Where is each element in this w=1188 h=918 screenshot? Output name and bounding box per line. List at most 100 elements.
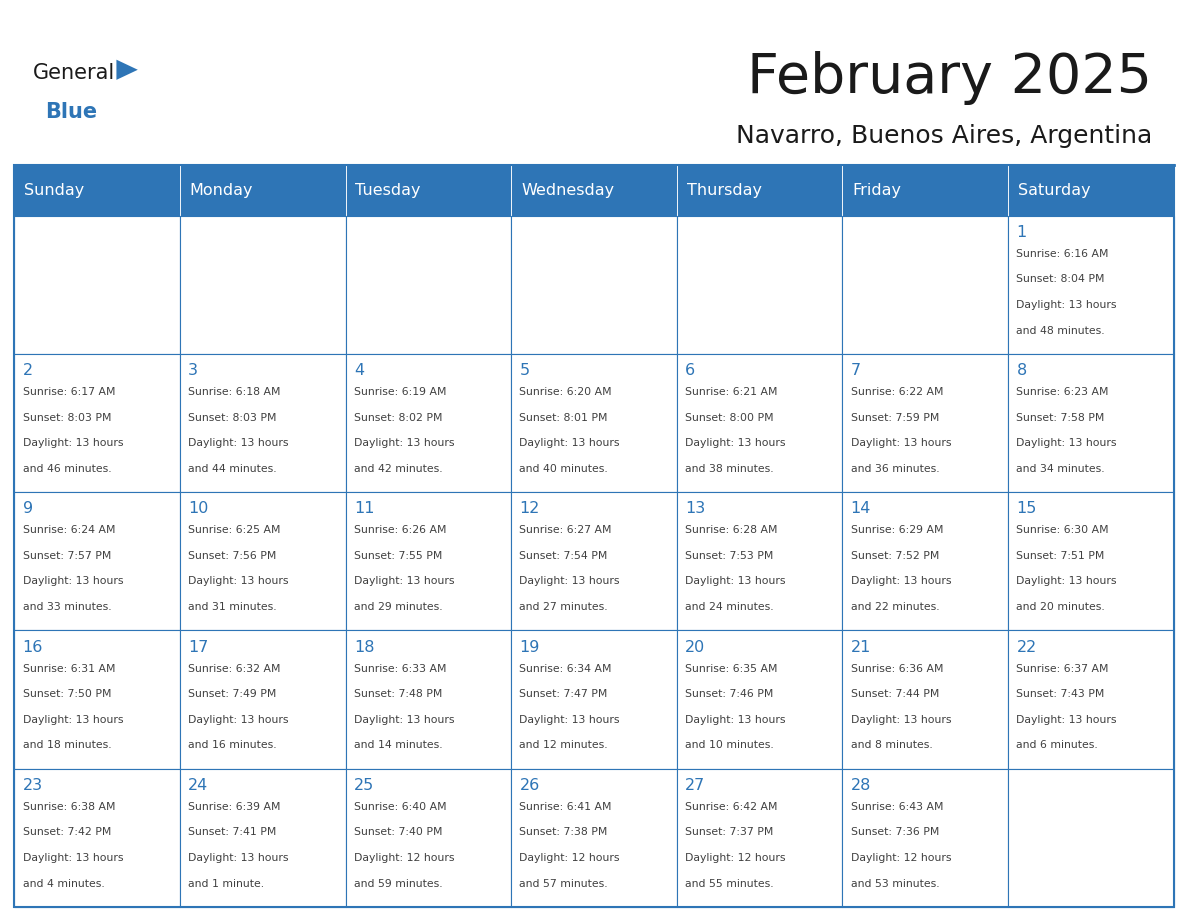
Text: Friday: Friday [853, 183, 902, 198]
Text: February 2025: February 2025 [747, 51, 1152, 105]
Bar [511, 165, 677, 216]
Bar [677, 354, 842, 492]
Text: and 48 minutes.: and 48 minutes. [1017, 326, 1105, 335]
Text: Daylight: 13 hours: Daylight: 13 hours [188, 853, 289, 863]
Text: Daylight: 13 hours: Daylight: 13 hours [1017, 715, 1117, 724]
Text: 16: 16 [23, 640, 43, 655]
Text: Sunset: 7:56 PM: Sunset: 7:56 PM [188, 551, 277, 561]
Text: Sunrise: 6:43 AM: Sunrise: 6:43 AM [851, 801, 943, 812]
Text: 18: 18 [354, 640, 374, 655]
Bar [14, 165, 1174, 907]
Text: 4: 4 [354, 364, 364, 378]
Text: Sunset: 7:57 PM: Sunset: 7:57 PM [23, 551, 110, 561]
Text: Sunset: 8:03 PM: Sunset: 8:03 PM [188, 412, 277, 422]
Text: and 8 minutes.: and 8 minutes. [851, 740, 933, 750]
Text: 26: 26 [519, 778, 539, 793]
Text: Sunrise: 6:33 AM: Sunrise: 6:33 AM [354, 664, 447, 674]
Text: Daylight: 13 hours: Daylight: 13 hours [519, 715, 620, 724]
Text: Saturday: Saturday [1018, 183, 1091, 198]
Text: Sunrise: 6:27 AM: Sunrise: 6:27 AM [519, 525, 612, 535]
Text: Sunrise: 6:16 AM: Sunrise: 6:16 AM [1017, 249, 1108, 259]
Text: and 6 minutes.: and 6 minutes. [1017, 740, 1098, 750]
Text: Sunset: 8:01 PM: Sunset: 8:01 PM [519, 412, 608, 422]
Text: Sunrise: 6:18 AM: Sunrise: 6:18 AM [188, 387, 280, 397]
Text: and 38 minutes.: and 38 minutes. [685, 464, 773, 474]
Text: Sunset: 7:50 PM: Sunset: 7:50 PM [23, 689, 110, 700]
Bar [842, 768, 1009, 907]
Text: Daylight: 13 hours: Daylight: 13 hours [1017, 300, 1117, 310]
Text: and 40 minutes.: and 40 minutes. [519, 464, 608, 474]
Text: 13: 13 [685, 501, 706, 517]
Text: Sunrise: 6:32 AM: Sunrise: 6:32 AM [188, 664, 280, 674]
Text: Sunrise: 6:34 AM: Sunrise: 6:34 AM [519, 664, 612, 674]
Text: Daylight: 13 hours: Daylight: 13 hours [519, 577, 620, 587]
Text: Sunrise: 6:37 AM: Sunrise: 6:37 AM [1017, 664, 1108, 674]
Bar [179, 354, 346, 492]
Bar [179, 216, 346, 354]
Bar [511, 216, 677, 354]
Text: Daylight: 13 hours: Daylight: 13 hours [354, 715, 454, 724]
Bar [1009, 492, 1174, 631]
Bar [511, 768, 677, 907]
Bar [842, 165, 1009, 216]
Text: Daylight: 13 hours: Daylight: 13 hours [354, 577, 454, 587]
Text: Sunrise: 6:38 AM: Sunrise: 6:38 AM [23, 801, 115, 812]
Text: and 14 minutes.: and 14 minutes. [354, 740, 442, 750]
Text: Sunset: 8:04 PM: Sunset: 8:04 PM [1017, 274, 1105, 285]
Text: Daylight: 13 hours: Daylight: 13 hours [519, 438, 620, 448]
Text: 22: 22 [1017, 640, 1037, 655]
Text: Daylight: 12 hours: Daylight: 12 hours [354, 853, 454, 863]
Text: Sunrise: 6:30 AM: Sunrise: 6:30 AM [1017, 525, 1110, 535]
Text: 25: 25 [354, 778, 374, 793]
Text: Sunset: 7:46 PM: Sunset: 7:46 PM [685, 689, 773, 700]
Bar [179, 165, 346, 216]
Text: Sunset: 7:59 PM: Sunset: 7:59 PM [851, 412, 940, 422]
Text: Daylight: 13 hours: Daylight: 13 hours [685, 715, 785, 724]
Text: and 22 minutes.: and 22 minutes. [851, 602, 940, 612]
Text: Sunset: 7:53 PM: Sunset: 7:53 PM [685, 551, 773, 561]
Text: 3: 3 [188, 364, 198, 378]
Bar [677, 631, 842, 768]
Text: Sunrise: 6:42 AM: Sunrise: 6:42 AM [685, 801, 778, 812]
Text: Daylight: 13 hours: Daylight: 13 hours [851, 715, 952, 724]
Text: 17: 17 [188, 640, 209, 655]
Text: and 1 minute.: and 1 minute. [188, 879, 264, 889]
Text: and 57 minutes.: and 57 minutes. [519, 879, 608, 889]
Text: Sunset: 7:49 PM: Sunset: 7:49 PM [188, 689, 277, 700]
Text: 9: 9 [23, 501, 32, 517]
Text: Monday: Monday [190, 183, 253, 198]
Text: 8: 8 [1017, 364, 1026, 378]
Text: Sunrise: 6:17 AM: Sunrise: 6:17 AM [23, 387, 115, 397]
Bar [346, 354, 511, 492]
Bar [1009, 165, 1174, 216]
Text: Daylight: 13 hours: Daylight: 13 hours [851, 438, 952, 448]
Text: Daylight: 13 hours: Daylight: 13 hours [188, 715, 289, 724]
Bar [1009, 216, 1174, 354]
Text: 7: 7 [851, 364, 861, 378]
Text: and 24 minutes.: and 24 minutes. [685, 602, 773, 612]
Text: and 46 minutes.: and 46 minutes. [23, 464, 112, 474]
Text: Sunrise: 6:31 AM: Sunrise: 6:31 AM [23, 664, 115, 674]
Text: 27: 27 [685, 778, 706, 793]
Bar [14, 768, 179, 907]
Text: Sunset: 8:00 PM: Sunset: 8:00 PM [685, 412, 773, 422]
Bar [677, 768, 842, 907]
Bar [842, 354, 1009, 492]
Text: Sunset: 8:02 PM: Sunset: 8:02 PM [354, 412, 442, 422]
Bar [346, 631, 511, 768]
Text: Daylight: 12 hours: Daylight: 12 hours [519, 853, 620, 863]
Text: Sunset: 7:38 PM: Sunset: 7:38 PM [519, 827, 608, 837]
Text: and 10 minutes.: and 10 minutes. [685, 740, 773, 750]
Text: 12: 12 [519, 501, 539, 517]
Text: Sunset: 7:41 PM: Sunset: 7:41 PM [188, 827, 277, 837]
Text: 21: 21 [851, 640, 871, 655]
Text: Daylight: 13 hours: Daylight: 13 hours [23, 853, 124, 863]
Text: 15: 15 [1017, 501, 1037, 517]
Text: Sunset: 7:40 PM: Sunset: 7:40 PM [354, 827, 442, 837]
Text: Sunrise: 6:25 AM: Sunrise: 6:25 AM [188, 525, 280, 535]
Text: Daylight: 13 hours: Daylight: 13 hours [1017, 438, 1117, 448]
Text: Sunset: 7:48 PM: Sunset: 7:48 PM [354, 689, 442, 700]
Text: and 53 minutes.: and 53 minutes. [851, 879, 940, 889]
Text: and 27 minutes.: and 27 minutes. [519, 602, 608, 612]
Text: Sunday: Sunday [24, 183, 84, 198]
